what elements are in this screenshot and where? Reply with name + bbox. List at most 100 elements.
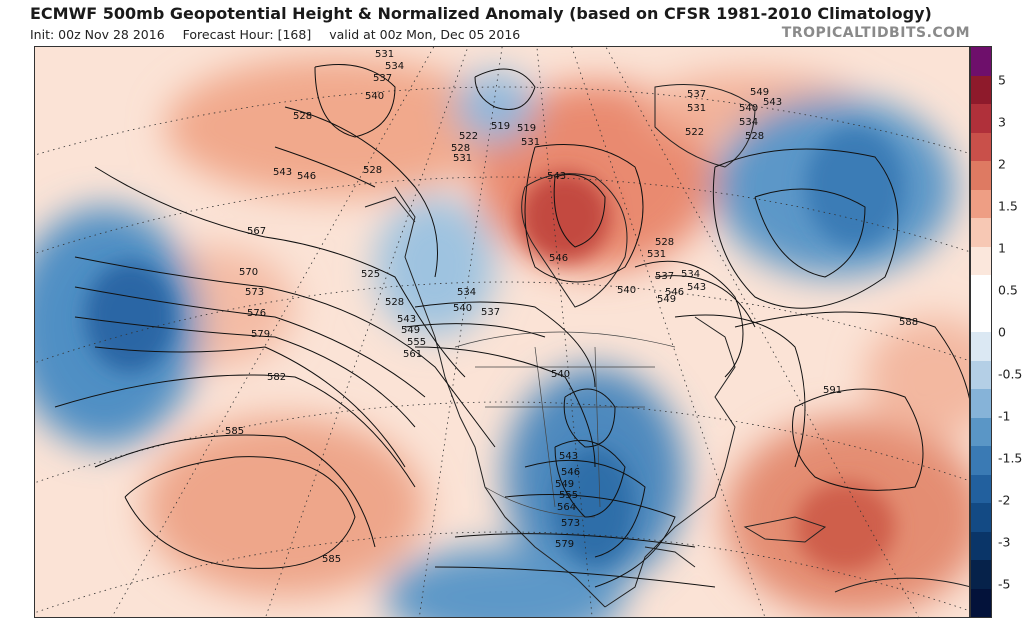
colorbar-segment xyxy=(971,275,991,304)
contour-label: 546 xyxy=(561,467,580,478)
contour-label: 540 xyxy=(365,91,384,102)
contour-585a xyxy=(94,434,376,548)
contour-label: 537 xyxy=(373,73,392,84)
contour-546-trough xyxy=(554,439,626,518)
borders xyxy=(454,331,676,518)
init-time: Init: 00z Nov 28 2016 xyxy=(30,27,165,42)
contour-label: 519 xyxy=(517,123,536,134)
contour-label: 549 xyxy=(555,479,574,490)
contour-label: 528 xyxy=(745,131,764,142)
contour-label: 579 xyxy=(555,539,574,550)
contour-label: 546 xyxy=(297,171,316,182)
graticule-lat-3 xyxy=(35,281,969,364)
contour-540 xyxy=(404,323,546,338)
contour-522-atlantic xyxy=(712,148,899,309)
colorbar-tick-label: -2 xyxy=(998,492,1011,508)
contour-label: 540 xyxy=(739,103,758,114)
colorbar-segment xyxy=(971,161,991,190)
colorbar-segment xyxy=(971,218,991,247)
contour-531-east xyxy=(634,260,744,378)
contour-label: 531 xyxy=(453,153,472,164)
contour-label: 537 xyxy=(481,307,500,318)
contour-label: 555 xyxy=(559,490,578,501)
anomaly-colorbar xyxy=(970,46,992,618)
colorbar-segment xyxy=(971,132,991,161)
contour-579 xyxy=(94,346,406,468)
contour-label: 564 xyxy=(557,502,576,513)
graticule-lat-5 xyxy=(35,531,969,614)
coast-caribbean xyxy=(743,516,827,543)
contour-label: 528 xyxy=(451,143,470,154)
colorbar-segment xyxy=(971,360,991,389)
colorbar-segment xyxy=(971,503,991,532)
contour-543-hudson xyxy=(524,144,644,283)
graticule-lon-6 xyxy=(605,47,920,617)
contour-573-south xyxy=(454,533,696,548)
anomaly-core-hudson xyxy=(520,172,610,262)
state-lines xyxy=(475,346,655,508)
contour-564 xyxy=(504,494,676,588)
contour-label: 534 xyxy=(457,287,476,298)
colorbar-segment xyxy=(971,303,991,332)
colorbar-segment xyxy=(971,560,991,589)
colorbar-tick-label: -5 xyxy=(998,576,1011,592)
anomaly-warm-east xyxy=(865,317,969,437)
forecast-hour: Forecast Hour: [168] xyxy=(182,27,312,42)
colorbar-tick-label: 0 xyxy=(998,324,1006,340)
map-svg: 531 534 537 540 528 543 546 528 567 570 … xyxy=(35,47,969,617)
contour-588 xyxy=(734,311,969,399)
contour-label: 531 xyxy=(521,137,540,148)
colorbar-segment xyxy=(971,588,991,617)
contour-540-low xyxy=(563,388,616,448)
contour-567 xyxy=(94,166,466,378)
colorbar-segment xyxy=(971,389,991,418)
coastlines xyxy=(364,84,969,608)
contour-label: 579 xyxy=(251,329,270,340)
contour-576 xyxy=(74,316,416,428)
contour-label: 561 xyxy=(403,349,422,360)
colorbar-segment xyxy=(971,417,991,446)
graticule-lat-4 xyxy=(35,401,969,484)
contour-582 xyxy=(54,374,416,488)
contour-555 xyxy=(524,459,646,558)
colorbar-tick-label: 3 xyxy=(998,114,1006,130)
source-watermark: TROPICALTIDBITS.COM xyxy=(781,25,970,41)
colorbar-segment xyxy=(971,332,991,361)
contour-label: 543 xyxy=(559,451,578,462)
contour-label: 522 xyxy=(685,127,704,138)
contour-label: 528 xyxy=(363,165,382,176)
colorbar-tick-label: 2 xyxy=(998,156,1006,172)
contour-label: 582 xyxy=(267,372,286,383)
contour-label: 591 xyxy=(823,385,842,396)
contour-label: 525 xyxy=(361,269,380,280)
contour-label: 546 xyxy=(549,253,568,264)
colorbar-segment xyxy=(971,47,991,76)
contour-label: 540 xyxy=(617,285,636,296)
contour-549-east xyxy=(674,314,806,468)
valid-time: valid at 00z Mon, Dec 05 2016 xyxy=(329,27,521,42)
border-us-canada xyxy=(454,331,676,348)
colorbar-tick-label: -1.5 xyxy=(998,450,1023,466)
height-contours xyxy=(54,64,969,588)
contour-label: 534 xyxy=(739,117,758,128)
contour-label: 528 xyxy=(385,297,404,308)
contour-label: 549 xyxy=(657,294,676,305)
contour-label: 534 xyxy=(385,61,404,72)
contour-528-atlantic xyxy=(754,188,866,278)
colorbar-tick-label: 5 xyxy=(998,72,1006,88)
run-info: Init: 00z Nov 28 2016 Forecast Hour: [16… xyxy=(30,27,534,42)
coast-west xyxy=(394,186,606,608)
colorbar-tick-label: 1.5 xyxy=(998,198,1018,214)
contour-label: 537 xyxy=(655,271,674,282)
contour-543 xyxy=(274,146,376,188)
contour-573 xyxy=(74,286,426,398)
contour-label: 522 xyxy=(459,131,478,142)
contour-label: 549 xyxy=(750,87,769,98)
contour-label: 543 xyxy=(687,282,706,293)
contour-label: 543 xyxy=(397,314,416,325)
colorbar-segment xyxy=(971,531,991,560)
anomaly-cold-mexico xyxy=(385,547,625,617)
contour-531-low xyxy=(314,64,396,138)
anomaly-core-atlantic-low xyxy=(805,127,905,247)
colorbar-tick-label: 1 xyxy=(998,240,1006,256)
